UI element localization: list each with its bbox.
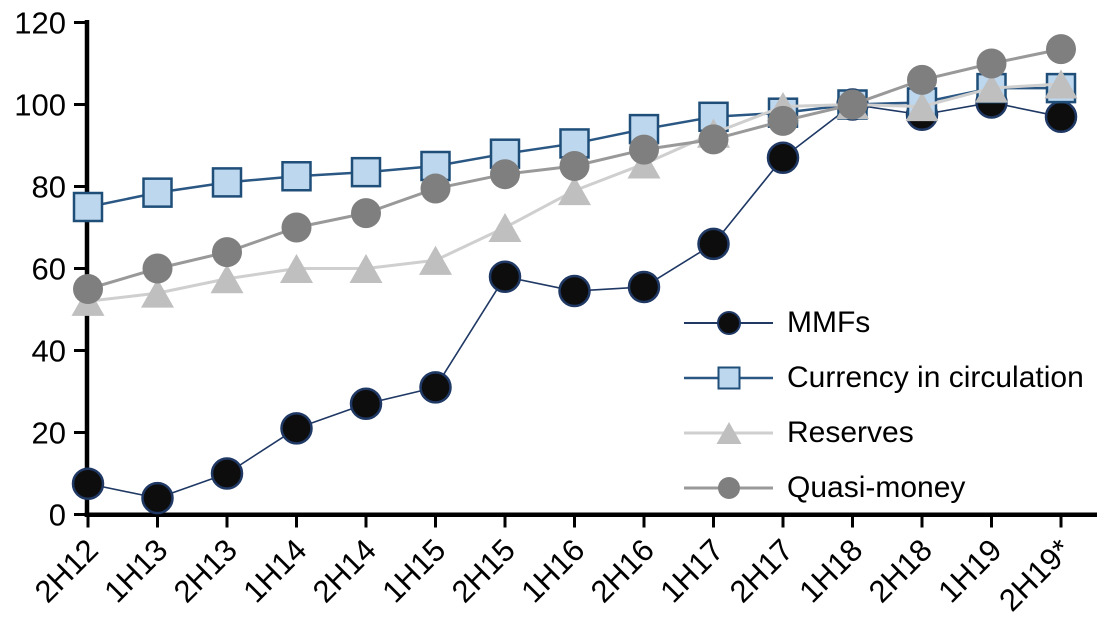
marker-circle (766, 141, 800, 175)
marker-circle (212, 237, 242, 268)
marker-circle (419, 371, 452, 404)
marker-circle (281, 212, 312, 243)
marker-circle (210, 457, 244, 490)
series-quasi-money (73, 34, 1076, 304)
marker-triangle (488, 212, 522, 243)
legend-marker-mmfs (684, 310, 773, 335)
x-tick-label: 1H15 (375, 532, 452, 609)
marker-circle (718, 476, 740, 499)
legend-marker-quasi-money (684, 476, 773, 499)
x-tick-label: 1H17 (653, 532, 730, 609)
x-tick-label: 2H16 (584, 532, 661, 609)
marker-square (350, 156, 382, 188)
marker-circle (71, 467, 105, 500)
marker-circle (351, 198, 381, 229)
marker-circle (768, 105, 798, 136)
x-tick-label: 1H18 (792, 532, 869, 609)
marker-circle (490, 159, 520, 190)
marker-triangle (716, 421, 742, 444)
marker-triangle (558, 176, 591, 206)
marker-triangle (419, 245, 452, 275)
x-tick-label: 2H13 (167, 532, 244, 609)
marker-circle (73, 274, 103, 304)
y-tick-label: 120 (14, 6, 66, 41)
marker-triangle (141, 278, 174, 308)
marker-square (142, 177, 173, 208)
marker-circle (280, 412, 313, 445)
marker-circle (420, 173, 451, 204)
marker-triangle (905, 92, 939, 122)
y-tick-label: 0 (49, 498, 66, 533)
x-tick-label: 2H15 (445, 532, 522, 609)
marker-triangle (280, 253, 313, 284)
legend-item-mmfs: MMFs (683, 295, 1084, 350)
legend-item-currency-in-circulation: Currency in circulation (683, 350, 1084, 405)
marker-square (211, 167, 243, 198)
marker-square (281, 161, 312, 192)
x-tick-label: 1H13 (97, 532, 174, 609)
legend-label: Currency in circulation (787, 360, 1084, 394)
marker-circle (559, 151, 590, 181)
marker-circle (1044, 100, 1078, 134)
y-tick-label: 80 (32, 170, 66, 205)
x-tick-label: 1H16 (514, 532, 591, 609)
marker-circle (142, 253, 173, 284)
x-tick-label: 2H18 (862, 532, 939, 609)
x-tick-label: 2H17 (723, 532, 800, 609)
y-tick-label: 100 (14, 88, 66, 123)
x-tick-label: 2H19* (992, 532, 1078, 618)
marker-circle (698, 124, 729, 155)
marker-circle (629, 134, 659, 165)
chart-legend: MMFs Currency in circulation Reserves Quasi… (683, 295, 1084, 515)
legend-marker-currency-in-circulation (684, 366, 773, 389)
y-tick-label: 40 (32, 334, 66, 369)
marker-triangle (349, 253, 383, 284)
x-tick-label: 2H12 (28, 532, 105, 609)
marker-circle (627, 270, 661, 304)
marker-circle (488, 260, 522, 293)
legend-label: Quasi-money (787, 470, 966, 504)
marker-circle (1046, 34, 1076, 65)
legend-label: MMFs (787, 305, 871, 339)
marker-square (72, 191, 104, 223)
marker-circle (141, 481, 174, 515)
marker-circle (697, 227, 730, 261)
x-tick-label: 1H14 (236, 532, 313, 609)
legend-label: Reserves (787, 415, 914, 449)
marker-circle (717, 310, 741, 335)
y-tick-label: 20 (32, 416, 66, 451)
legend-item-reserves: Reserves (683, 405, 1084, 460)
marker-circle (907, 64, 937, 95)
marker-circle (349, 387, 383, 421)
marker-circle (558, 274, 591, 308)
legend-marker-reserves (684, 421, 773, 444)
legend-item-quasi-money: Quasi-money (683, 460, 1084, 515)
marker-square (717, 366, 741, 389)
y-tick-label: 60 (32, 252, 66, 287)
marker-triangle (975, 73, 1008, 103)
marker-circle (976, 48, 1007, 79)
marker-triangle (210, 264, 244, 294)
marker-circle (837, 89, 868, 120)
marker-triangle (1044, 69, 1078, 99)
x-tick-label: 2H14 (306, 532, 383, 609)
